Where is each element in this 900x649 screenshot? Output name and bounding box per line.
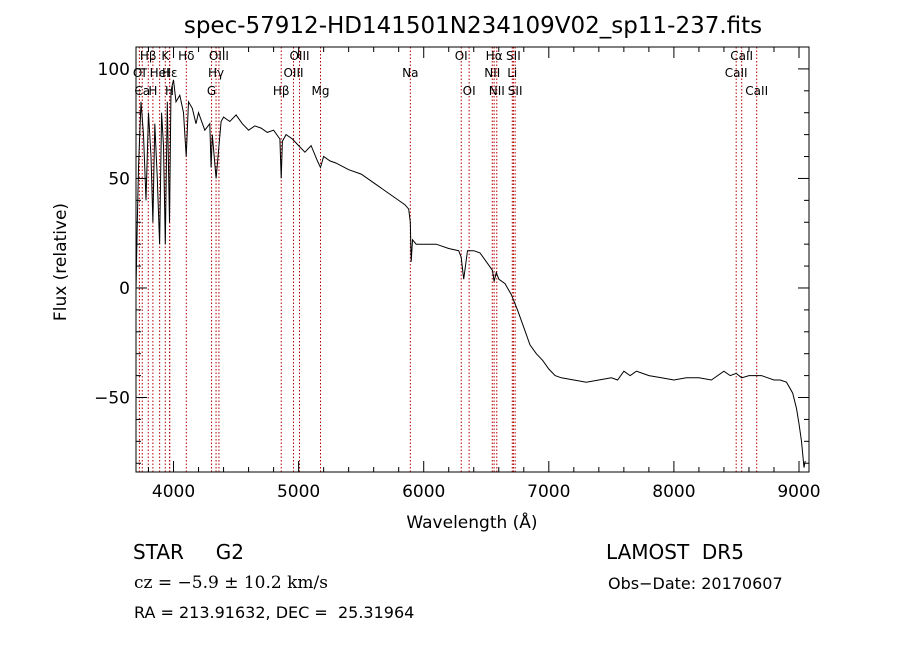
- x-tick-label: 4000: [152, 482, 195, 502]
- y-tick-label: 0: [119, 279, 130, 299]
- line-marker-label: Li: [507, 66, 517, 80]
- x-axis-ticks: 4000 5000 6000 7000 8000 9000: [148, 47, 821, 502]
- sky-coordinates: RA = 213.91632, DEC = 25.31964: [134, 603, 415, 622]
- plot-frame: [135, 46, 810, 473]
- line-marker-label: Hβ: [273, 84, 290, 98]
- x-tick-label: 9000: [777, 482, 820, 502]
- line-marker-label: K: [161, 49, 170, 63]
- y-tick-label: 50: [108, 169, 130, 189]
- line-marker-label: Hα: [486, 49, 503, 63]
- x-tick-label: 8000: [652, 482, 695, 502]
- y-axis-ticks: −50 0 50 100: [94, 46, 809, 464]
- line-marker-label: H: [165, 84, 174, 98]
- line-marker-label: SII: [508, 84, 523, 98]
- line-marker-label: G: [207, 84, 216, 98]
- line-marker-label: Hγ: [208, 66, 224, 80]
- line-marker-label: OIII: [283, 66, 303, 80]
- chart-title: spec-57912-HD141501N234109V02_sp11-237.f…: [184, 13, 762, 39]
- line-marker-label: Hδ: [178, 49, 194, 63]
- line-marker-label: CaII: [730, 49, 753, 63]
- line-marker-label: CaII: [725, 66, 748, 80]
- y-axis-label: Flux (relative): [51, 203, 71, 321]
- x-axis-label: Wavelength (Å): [406, 511, 537, 533]
- observation-date: Obs−Date: 20170607: [608, 574, 783, 593]
- spectral-line-markers: [138, 47, 758, 472]
- object-class: STAR G2: [133, 540, 244, 564]
- line-marker-label: OI: [455, 49, 468, 63]
- spectrum-series-line: [135, 79, 806, 468]
- line-marker-label: OIII: [209, 49, 229, 63]
- line-marker-label: OI: [133, 66, 146, 80]
- line-marker-label: Ca: [134, 84, 150, 98]
- x-tick-label: 5000: [277, 482, 320, 502]
- survey-name: LAMOST DR5: [606, 540, 744, 564]
- x-tick-label: 6000: [402, 482, 445, 502]
- line-marker-label: H: [148, 84, 157, 98]
- line-marker-label: Hε: [162, 66, 178, 80]
- line-marker-label: Hβ: [140, 49, 157, 63]
- line-marker-label: NII: [484, 66, 500, 80]
- line-marker-label: SII: [506, 49, 521, 63]
- line-marker-label: Mg: [312, 84, 330, 98]
- line-marker-label: OI: [463, 84, 476, 98]
- line-marker-label: OIII: [289, 49, 309, 63]
- y-tick-label: 100: [98, 60, 130, 80]
- line-marker-label: CaII: [745, 84, 768, 98]
- x-tick-label: 7000: [527, 482, 570, 502]
- redshift-readout: cz = −5.9 ± 10.2 km/s: [134, 573, 328, 593]
- line-marker-label: Na: [402, 66, 418, 80]
- line-marker-label: NII: [489, 84, 505, 98]
- y-tick-label: −50: [94, 389, 130, 409]
- line-marker-label: HeI: [150, 66, 170, 80]
